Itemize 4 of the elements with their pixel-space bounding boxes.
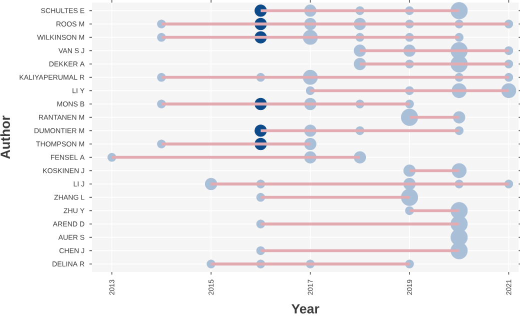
bar [410,116,460,119]
x-axis-title: Year [291,304,320,314]
bar [410,169,460,172]
y-axis-title: Author [0,116,10,159]
